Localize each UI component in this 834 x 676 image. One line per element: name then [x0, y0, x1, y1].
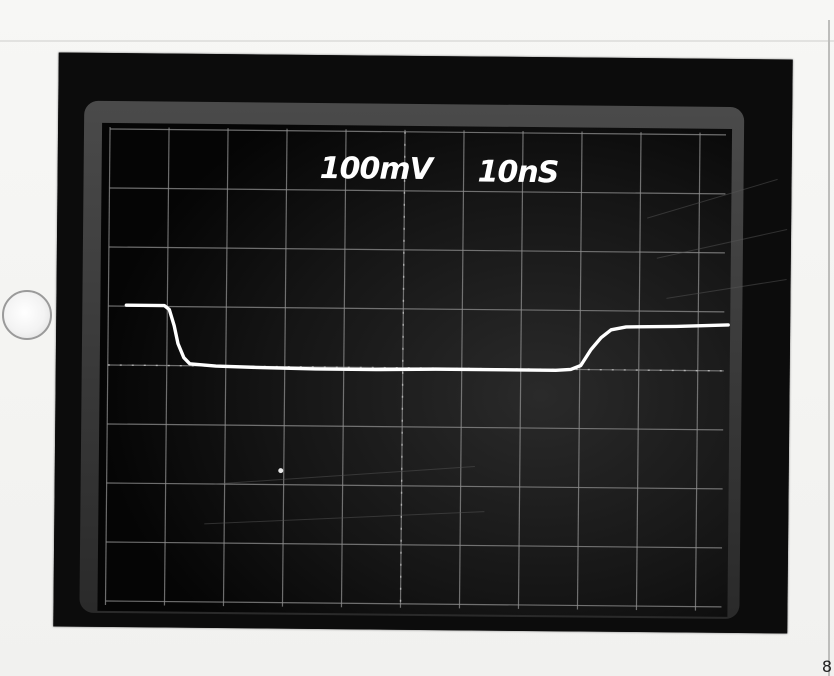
oscilloscope-screen — [53, 52, 793, 634]
time-per-division-label: 10nS — [477, 154, 559, 191]
volts-per-division-label: 100mV — [319, 151, 432, 188]
oscilloscope-photo: 100mV 10nS — [53, 52, 793, 634]
stray-dot — [278, 468, 284, 474]
reflection-streaks — [204, 178, 788, 525]
signal-trace — [124, 303, 730, 372]
page-corner-mark: 8 — [821, 657, 832, 676]
punch-hole — [2, 290, 52, 340]
page-right-edge — [828, 20, 830, 676]
page-top-line — [0, 40, 834, 42]
